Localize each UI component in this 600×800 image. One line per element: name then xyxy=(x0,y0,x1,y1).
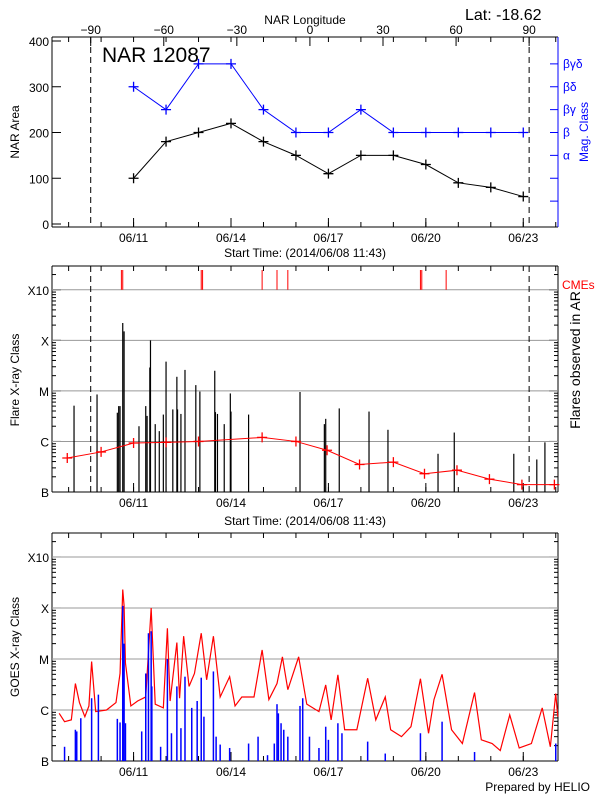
mag-class-point xyxy=(128,81,139,92)
panel2-x-tick-label: 06/14 xyxy=(216,496,246,510)
area-point xyxy=(518,191,529,202)
cme-label: CMEs xyxy=(562,278,595,292)
area-point xyxy=(485,182,496,193)
background-flux-point xyxy=(549,479,560,490)
credit-label: Prepared by HELIO xyxy=(485,780,590,794)
panel2-y-tick-label: M xyxy=(39,385,49,399)
panel3-ylabel: GOES X-ray Class xyxy=(8,597,22,697)
panel2-x-tick-label: 06/17 xyxy=(313,496,343,510)
panel1-y-tick-label: 200 xyxy=(29,127,49,141)
panel2-y-tick-label: C xyxy=(40,435,49,449)
background-flux-point xyxy=(257,432,268,443)
area-point xyxy=(388,150,399,161)
mag-class-point xyxy=(258,104,269,115)
panel3-x-tick-label: 06/20 xyxy=(411,765,441,779)
mag-class-tick-label: βγδ xyxy=(563,57,583,71)
panel1-ylabel: NAR Area xyxy=(8,105,22,159)
area-point xyxy=(193,127,204,138)
panel2-y2label: Flares observed in AR xyxy=(567,291,583,429)
panel2-xlabel: Start Time: (2014/06/08 11:43) xyxy=(224,514,386,528)
area-point xyxy=(225,118,236,129)
longitude-tick-label: 60 xyxy=(449,23,463,37)
panel1-y-tick-label: 100 xyxy=(29,172,49,186)
latitude-label: Lat: -18.62 xyxy=(465,7,542,24)
panel3-x-tick-label: 06/11 xyxy=(119,765,148,779)
top-axis-label: NAR Longitude xyxy=(264,13,346,27)
panel1-x-tick-label: 06/20 xyxy=(411,231,441,245)
background-flux-point xyxy=(484,474,495,485)
background-flux-point xyxy=(128,438,139,449)
panel1-x-tick-label: 06/14 xyxy=(216,231,246,245)
panel1-xlabel: Start Time: (2014/06/08 11:43) xyxy=(224,246,386,260)
background-flux-point xyxy=(516,479,527,490)
panel1-y-tick-label: 300 xyxy=(29,81,49,95)
panel3-x-tick-label: 06/14 xyxy=(216,765,246,779)
longitude-tick-label: 0 xyxy=(307,23,314,37)
mag-class-point xyxy=(290,127,301,138)
longitude-tick-label: −30 xyxy=(227,23,248,37)
panel3-x-tick-label: 06/17 xyxy=(313,765,343,779)
panel3-y-tick-label: X xyxy=(41,602,49,616)
background-flux-point xyxy=(451,465,462,476)
panel2-x-tick-label: 06/23 xyxy=(508,496,538,510)
area-point xyxy=(258,136,269,147)
background-flux-point xyxy=(322,445,333,456)
panel3-x-tick-label: 06/23 xyxy=(508,765,538,779)
mag-class-point xyxy=(225,58,236,69)
mag-class-point xyxy=(161,104,172,115)
panel3-y-tick-label: X10 xyxy=(28,551,50,565)
mag-class-tick-label: βδ xyxy=(563,80,577,94)
longitude-tick-label: −60 xyxy=(154,23,175,37)
panel3-y-tick-label: M xyxy=(39,653,49,667)
area-point xyxy=(453,177,464,188)
area-point xyxy=(420,159,431,170)
background-flux-point xyxy=(161,437,172,448)
background-flux-point xyxy=(290,436,301,447)
panel1-x-tick-label: 06/17 xyxy=(313,231,343,245)
mag-class-point xyxy=(193,58,204,69)
area-point xyxy=(355,150,366,161)
background-flux-point xyxy=(419,468,430,479)
region-title: NAR 12087 xyxy=(102,44,211,67)
mag-class-point xyxy=(388,127,399,138)
area-point xyxy=(128,173,139,184)
area-point xyxy=(161,136,172,147)
background-flux-point xyxy=(96,446,107,457)
background-flux-point xyxy=(193,436,204,447)
mag-class-point xyxy=(485,127,496,138)
panel3-y-tick-label: C xyxy=(40,704,49,718)
panel2-ylabel: Flare X-ray Class xyxy=(8,334,22,427)
mag-class-point xyxy=(518,127,529,138)
chart-marks: 06/11 06/14 06/17 06/20 06/230100200300400αβ… xyxy=(28,23,583,779)
panel1-x-tick-label: 06/11 xyxy=(119,231,148,245)
longitude-tick-label: 90 xyxy=(522,23,536,37)
panel2-y-tick-label: B xyxy=(41,486,49,500)
goes-long-line xyxy=(58,589,559,752)
panel3-y-tick-label: B xyxy=(41,755,49,769)
mag-class-tick-label: βγ xyxy=(563,103,576,117)
panel2-y-tick-label: X10 xyxy=(28,284,50,298)
mag-class-tick-label: α xyxy=(563,148,570,162)
mag-class-tick-label: β xyxy=(563,126,570,140)
area-point xyxy=(290,150,301,161)
panel1-x-tick-label: 06/23 xyxy=(508,231,538,245)
background-flux-point xyxy=(388,457,399,468)
mag-class-point xyxy=(355,104,366,115)
mag-class-point xyxy=(323,127,334,138)
panel2-y-tick-label: X xyxy=(41,334,49,348)
panel1-y2label: Mag. Class xyxy=(577,102,591,162)
area-point xyxy=(323,168,334,179)
mag-class-point xyxy=(453,127,464,138)
background-flux-point xyxy=(62,453,73,464)
background-flux-point xyxy=(354,459,365,470)
panel1-y-tick-label: 0 xyxy=(42,218,49,232)
panel2-x-tick-label: 06/20 xyxy=(411,496,441,510)
panel1-y-tick-label: 400 xyxy=(29,35,49,49)
longitude-tick-label: −90 xyxy=(81,23,102,37)
panel2-x-tick-label: 06/11 xyxy=(119,496,148,510)
mag-class-point xyxy=(420,127,431,138)
longitude-tick-label: 30 xyxy=(376,23,390,37)
